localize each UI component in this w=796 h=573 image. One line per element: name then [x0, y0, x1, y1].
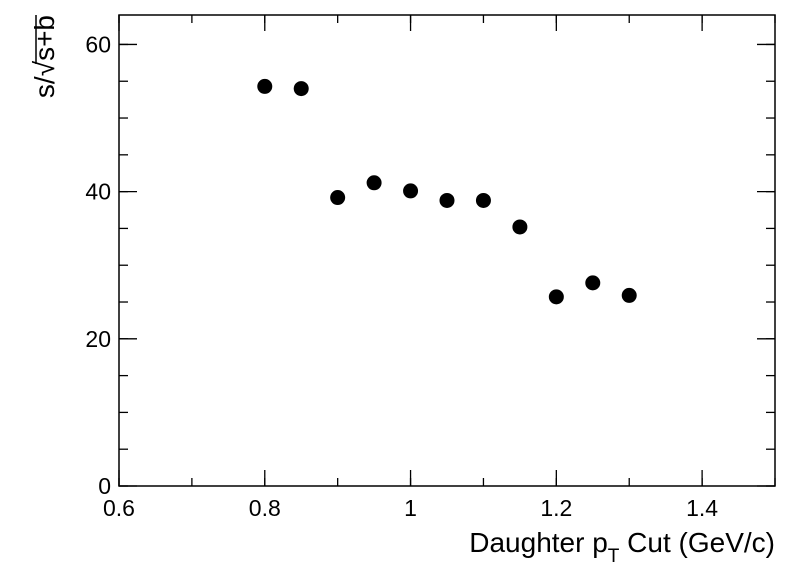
y-tick-label: 0 — [98, 473, 111, 499]
point — [403, 183, 419, 199]
plot-frame — [118, 14, 776, 487]
point — [366, 175, 382, 191]
x-label-subscript: T — [608, 546, 620, 567]
point — [257, 78, 273, 94]
y-tick-label: 20 — [85, 326, 111, 352]
point — [330, 190, 346, 206]
point — [293, 81, 309, 97]
point — [475, 192, 491, 208]
x-tick-label: 0.6 — [103, 495, 135, 521]
point — [621, 287, 637, 303]
x-label-part: Daughter p — [469, 527, 608, 558]
point — [585, 275, 601, 291]
x-tick-label: 1 — [404, 495, 417, 521]
y-axis-label: s/√s+b — [29, 15, 60, 98]
x-tick-label: 1.2 — [540, 495, 572, 521]
point — [439, 192, 455, 208]
point — [512, 219, 528, 235]
x-tick-label: 0.8 — [249, 495, 281, 521]
x-axis-label: Daughter pT Cut (GeV/c) — [469, 527, 775, 567]
y-tick-label: 60 — [85, 31, 111, 57]
x-tick-label: 1.4 — [686, 495, 718, 521]
point — [548, 289, 564, 305]
y-tick-label: 40 — [85, 179, 111, 205]
x-label-part: Cut (GeV/c) — [619, 527, 775, 558]
